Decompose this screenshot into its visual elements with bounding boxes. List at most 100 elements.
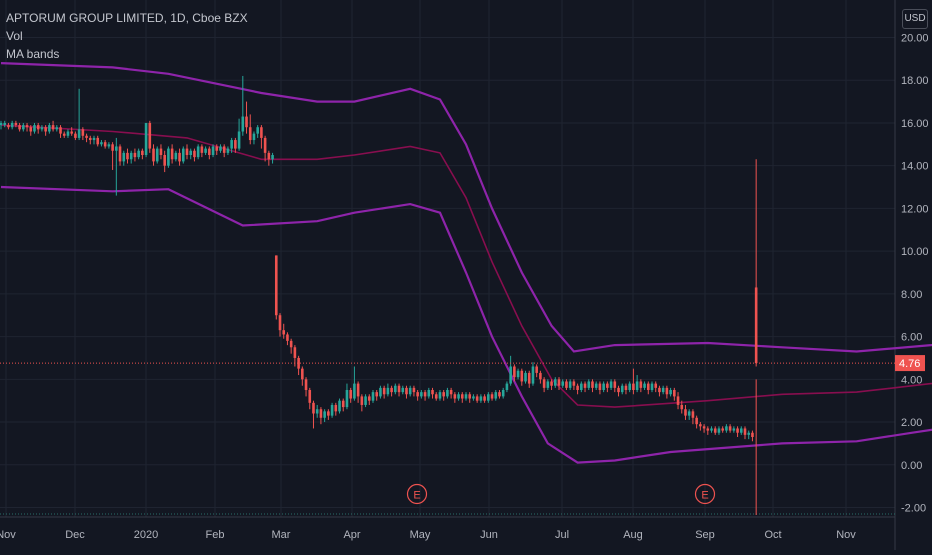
candle-body (520, 370, 524, 382)
candle-body (44, 127, 47, 132)
candle-body (706, 428, 710, 431)
candle-body (211, 146, 215, 155)
candle-body (237, 131, 241, 149)
candle-body (725, 426, 728, 431)
candle-body (434, 394, 438, 399)
candle-body (580, 383, 583, 390)
candle-body (208, 148, 211, 155)
candle-body (252, 133, 256, 141)
candle-body (196, 146, 200, 158)
candle-body (334, 404, 338, 412)
y-tick-label: 10.00 (901, 246, 929, 258)
candle-body (691, 411, 695, 418)
candle-body (669, 390, 672, 395)
candle-body (654, 383, 658, 388)
candle-body (617, 387, 620, 393)
candle-body (751, 432, 754, 437)
candle-body (490, 394, 494, 399)
candle-body (650, 383, 654, 390)
currency-button[interactable]: USD (902, 9, 928, 29)
candle-body (341, 400, 345, 408)
y-tick-label: 18.00 (901, 75, 929, 87)
y-tick-label: 16.00 (901, 118, 929, 130)
candle-body (639, 381, 643, 388)
y-tick-label: 12.00 (901, 203, 929, 215)
candle-body (152, 148, 155, 162)
candle-body (248, 127, 252, 141)
symbol-title[interactable]: APTORUM GROUP LIMITED, 1D, Cboe BZX (6, 11, 248, 25)
candle-body (613, 381, 617, 388)
candle-body (472, 396, 475, 399)
candle-body (591, 381, 594, 388)
candle-body (96, 137, 100, 145)
candle-body (62, 133, 66, 136)
candle-body (3, 122, 7, 126)
candle-body (535, 366, 538, 373)
candle-body (416, 392, 419, 397)
x-tick-label: Oct (764, 529, 781, 541)
candle-body (542, 379, 546, 388)
candle-body (107, 144, 111, 147)
candle-body (420, 392, 423, 397)
candle-body (0, 122, 3, 126)
candle-body (267, 152, 271, 160)
candle-body (55, 127, 59, 130)
candle-body (449, 390, 453, 395)
candle-body (29, 127, 33, 132)
candle-body (274, 255, 278, 316)
candle-body (487, 394, 490, 401)
candle-body (721, 428, 724, 431)
candle-body (375, 392, 379, 397)
x-tick-label: Sep (695, 529, 715, 541)
candle-body (133, 152, 137, 158)
candle-body (100, 142, 103, 145)
candle-body (468, 394, 472, 399)
candle-body (282, 330, 286, 335)
candle-body (323, 411, 326, 418)
y-tick-label: -2.00 (901, 503, 926, 515)
candle-body (710, 428, 713, 431)
candle-body (382, 387, 386, 395)
candle-body (7, 125, 10, 128)
candle-body (301, 368, 304, 380)
candle-body (367, 396, 371, 401)
candle-body (178, 152, 181, 162)
candle-body (215, 146, 219, 151)
candle-body (70, 131, 73, 134)
x-tick-label: Jul (555, 529, 569, 541)
earnings-marker (694, 483, 716, 505)
candle-body (524, 372, 527, 382)
candle-body (181, 148, 185, 162)
candle-body (695, 417, 698, 425)
candle-body (129, 152, 133, 160)
candle-body (81, 129, 85, 136)
indicator-bands-label[interactable]: MA bands (6, 47, 60, 61)
candle-body (412, 387, 416, 393)
candle-body (702, 426, 706, 429)
indicator-vol-label[interactable]: Vol (6, 29, 23, 43)
earnings-marker (406, 483, 428, 505)
candle-body (713, 428, 717, 433)
candle-body (88, 137, 92, 141)
x-tick-label: Aug (623, 529, 643, 541)
candle-body (464, 394, 468, 399)
candle-body (620, 385, 624, 393)
candle-body (438, 392, 442, 399)
candle-body (115, 146, 118, 151)
candle-body (185, 148, 189, 155)
candle-body (632, 383, 635, 390)
candle-body (442, 392, 445, 397)
last-price-badge (895, 355, 925, 372)
candle-body (349, 390, 352, 399)
x-tick-label: Feb (206, 529, 225, 541)
candle-body (48, 125, 51, 132)
candle-body (743, 428, 747, 435)
candle-body (680, 404, 684, 410)
candle-body (643, 383, 646, 388)
x-tick-label: Nov (836, 529, 856, 541)
candle-body (10, 122, 14, 128)
candle-body (338, 400, 341, 412)
candle-body (33, 125, 36, 132)
